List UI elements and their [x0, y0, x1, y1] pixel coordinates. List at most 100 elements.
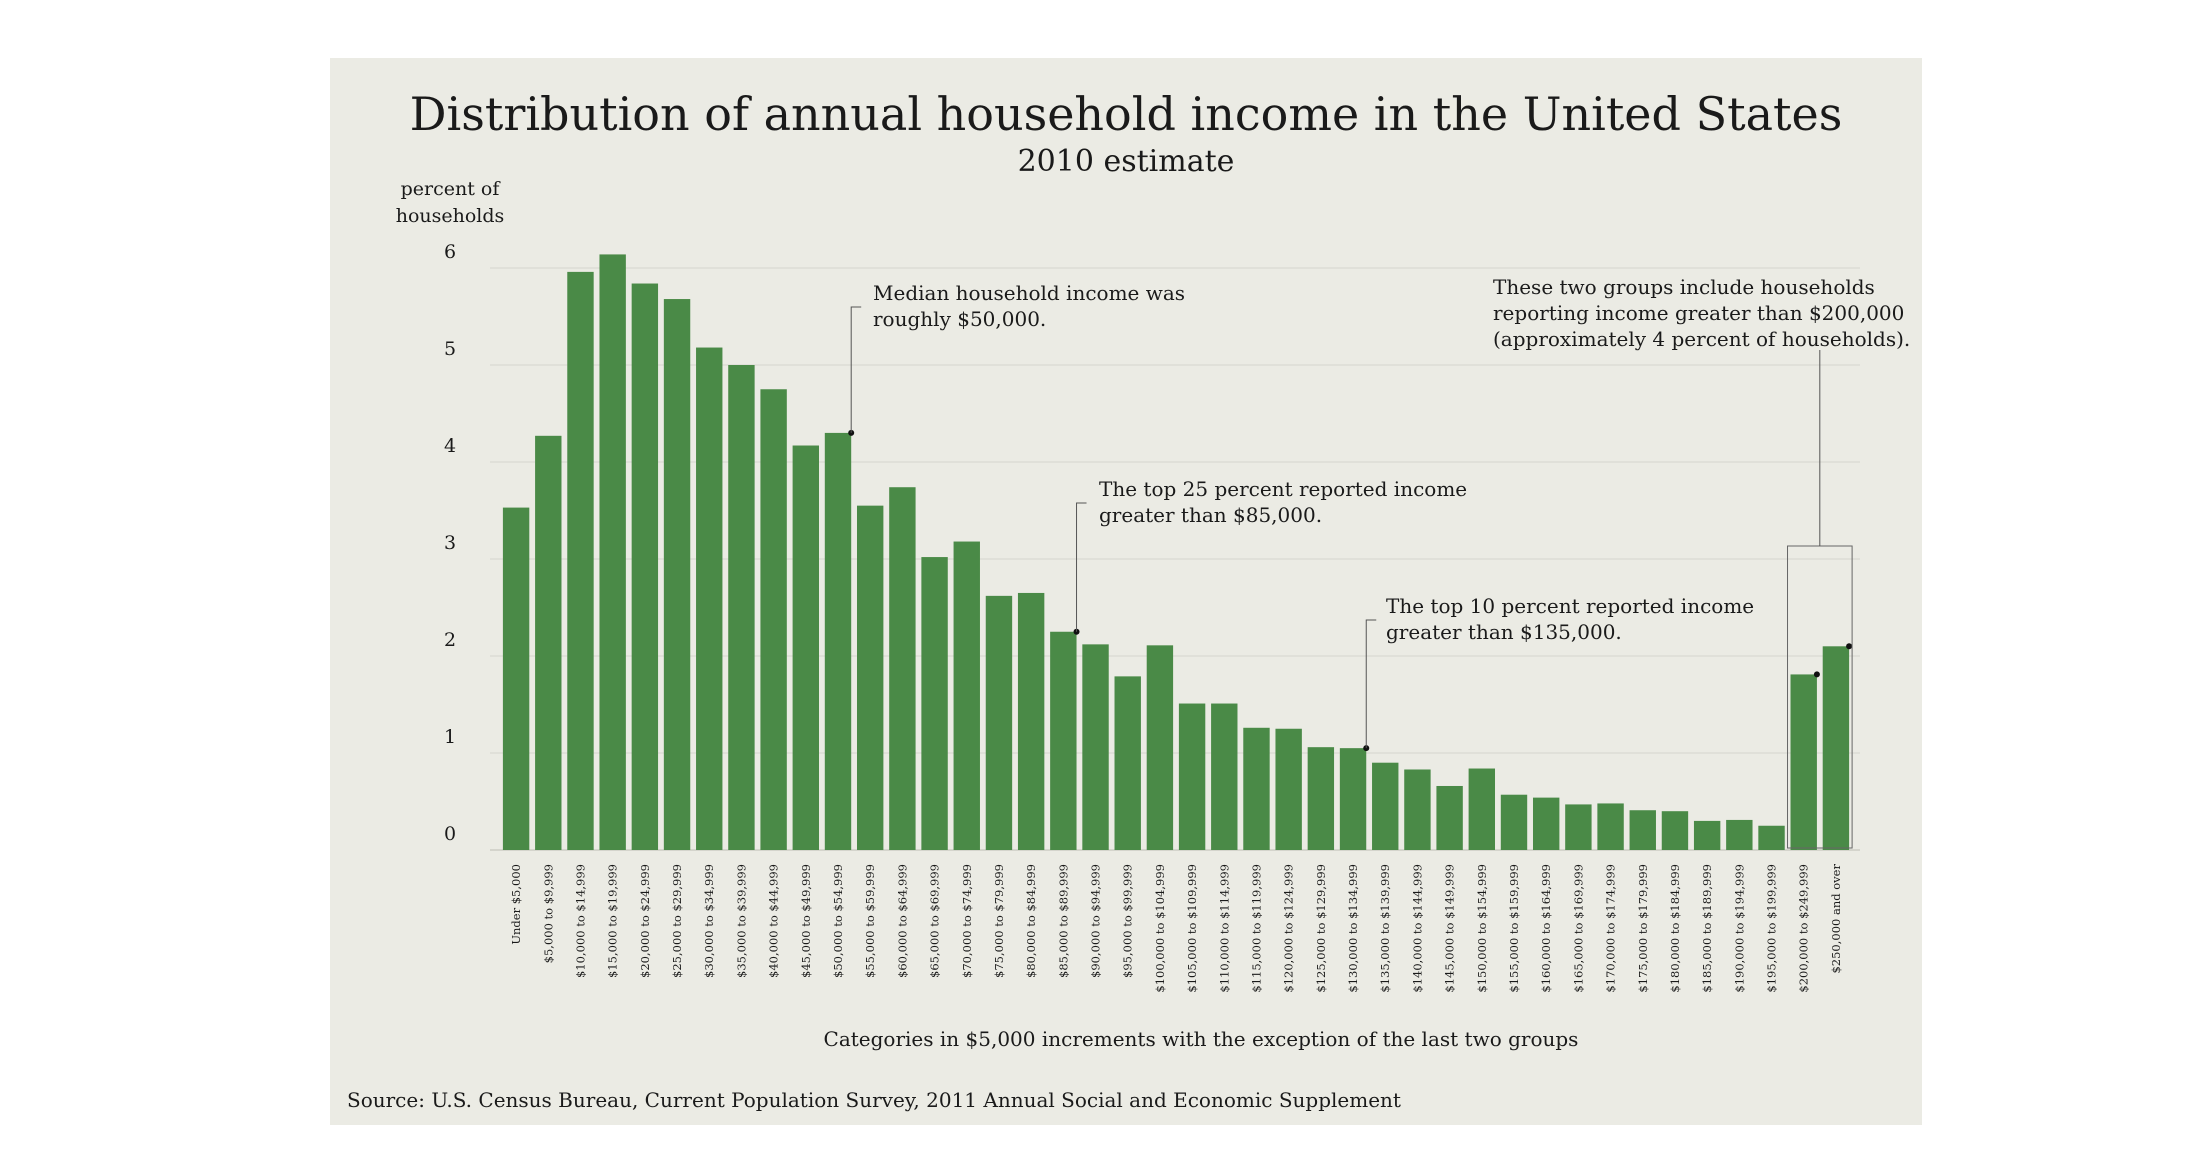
bar	[1597, 803, 1624, 850]
bar	[1661, 811, 1689, 850]
annotation-top10-text: The top 10 percent reported income	[1386, 594, 1754, 618]
bar	[760, 389, 787, 850]
bar	[696, 347, 723, 850]
x-tick-label: $175,000 to $179,999	[1636, 864, 1650, 993]
x-tick-label: $105,000 to $109,999	[1185, 864, 1199, 993]
x-tick-label: $125,000 to $129,999	[1314, 864, 1328, 993]
y-tick-label: 3	[444, 532, 456, 554]
x-tick-label: $200,000 to $249,999	[1797, 864, 1811, 993]
bar	[1726, 819, 1753, 850]
bar	[1178, 703, 1206, 850]
bar	[1532, 797, 1560, 850]
x-tick-label: $250,000 and over	[1829, 863, 1843, 973]
bar	[1372, 762, 1399, 850]
bar	[1050, 631, 1077, 850]
x-tick-label: $65,000 to $69,999	[928, 864, 942, 978]
x-tick-label: $195,000 to $199,999	[1765, 864, 1779, 993]
bar	[856, 505, 884, 850]
bar	[921, 557, 948, 850]
x-tick-label: $80,000 to $84,999	[1024, 864, 1038, 978]
bar	[1243, 727, 1270, 850]
y-tick-label: 4	[444, 435, 456, 457]
bar	[502, 507, 530, 850]
x-tick-label: $170,000 to $174,999	[1604, 864, 1618, 993]
bar	[1790, 674, 1817, 850]
x-tick-label: $190,000 to $194,999	[1732, 864, 1746, 993]
bar	[1693, 820, 1721, 850]
x-tick-label: $70,000 to $74,999	[960, 864, 974, 978]
x-tick-label: $5,000 to $9,999	[541, 864, 555, 963]
x-axis-label: Categories in $5,000 increments with the…	[824, 1027, 1579, 1051]
annotation-marker	[1846, 643, 1853, 650]
annotation-leader-line	[850, 306, 862, 433]
bar	[1275, 728, 1302, 850]
x-tick-label: $100,000 to $104,999	[1153, 864, 1167, 993]
bar	[1565, 804, 1592, 850]
bar	[1404, 769, 1431, 850]
x-tick-label: $140,000 to $144,999	[1410, 864, 1424, 993]
x-tick-label: $110,000 to $114,999	[1217, 864, 1231, 993]
x-tick-label: $45,000 to $49,999	[799, 864, 813, 978]
bar	[567, 271, 594, 850]
bar	[1822, 646, 1850, 850]
bar	[631, 283, 659, 850]
bar	[599, 254, 626, 851]
annotation-top-groups-text: (approximately 4 percent of households).	[1493, 327, 1910, 351]
x-tick-label: $50,000 to $54,999	[831, 864, 845, 978]
bar	[1468, 768, 1496, 850]
annotation-leader-line	[1365, 619, 1377, 749]
bars	[502, 254, 1850, 851]
bar	[1146, 645, 1174, 850]
x-tick-label: $115,000 to $119,999	[1249, 864, 1263, 993]
y-tick-label: 2	[444, 629, 456, 651]
x-tick-label: $60,000 to $64,999	[895, 864, 909, 978]
annotation-top25-text: greater than $85,000.	[1099, 503, 1322, 527]
x-tick-label: $185,000 to $189,999	[1700, 864, 1714, 993]
x-tick-label: $95,000 to $99,999	[1121, 864, 1135, 978]
x-tick-label: $120,000 to $124,999	[1282, 864, 1296, 993]
bar	[889, 487, 916, 850]
bar	[1082, 644, 1109, 850]
x-tick-label: $130,000 to $134,999	[1346, 864, 1360, 993]
y-tick-label: 1	[444, 726, 456, 748]
x-tick-label: $55,000 to $59,999	[863, 864, 877, 978]
annotation-leader-line	[1076, 502, 1087, 632]
x-tick-label: $30,000 to $34,999	[702, 864, 716, 978]
chart-panel	[330, 58, 1922, 1125]
chart-title: Distribution of annual household income …	[410, 87, 1843, 141]
bar	[1114, 676, 1141, 850]
y-tick-labels: 0 1 2 3 4 5 6	[444, 241, 456, 845]
annotation-marker	[1813, 671, 1820, 678]
annotation-top25-text: The top 25 percent reported income	[1099, 477, 1467, 501]
y-axis-label-line-2: households	[396, 205, 505, 227]
bar	[1307, 747, 1335, 850]
x-tick-label: $165,000 to $169,999	[1571, 864, 1585, 993]
annotation-median-text: Median household income was	[873, 281, 1185, 305]
x-tick-label: $40,000 to $44,999	[767, 864, 781, 978]
bar	[535, 435, 562, 850]
bar	[824, 432, 852, 850]
annotation-top-groups-text: reporting income greater than $200,000	[1493, 301, 1904, 325]
bar	[1339, 748, 1367, 850]
bar	[663, 299, 691, 850]
x-tick-label: $135,000 to $139,999	[1378, 864, 1392, 993]
x-tick-label: $35,000 to $39,999	[734, 864, 748, 978]
x-tick-label: $75,000 to $79,999	[992, 864, 1006, 978]
x-tick-label: $10,000 to $14,999	[573, 864, 587, 978]
y-axis-label-line-1: percent of	[401, 178, 502, 200]
x-tick-label: $155,000 to $159,999	[1507, 864, 1521, 993]
bar	[953, 541, 980, 850]
x-tick-label: $145,000 to $149,999	[1443, 864, 1457, 993]
x-tick-label: $85,000 to $89,999	[1056, 864, 1070, 978]
x-tick-label: $15,000 to $19,999	[606, 864, 620, 978]
x-tick-label: Under $5,000	[509, 864, 523, 945]
bar	[1629, 810, 1656, 850]
bar	[1211, 703, 1238, 850]
bar	[1758, 825, 1785, 850]
annotation-median-text: roughly $50,000.	[873, 307, 1046, 331]
source-note: Source: U.S. Census Bureau, Current Popu…	[347, 1088, 1401, 1112]
annotation-top-groups-text: These two groups include households	[1493, 275, 1875, 299]
x-tick-label: $150,000 to $154,999	[1475, 864, 1489, 993]
